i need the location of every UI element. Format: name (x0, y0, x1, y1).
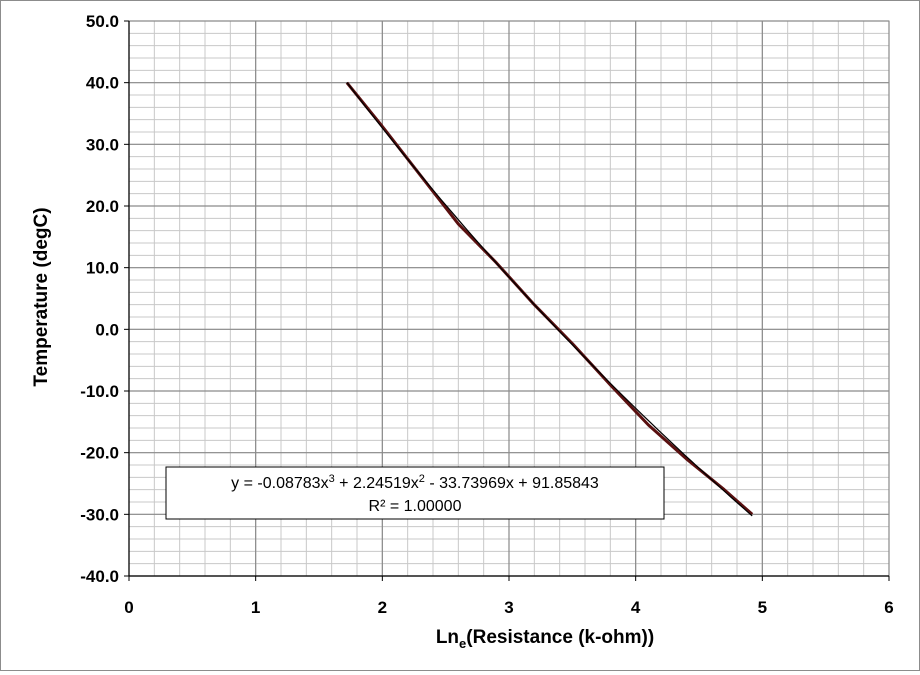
x-axis-title-rest: (Resistance (k-ohm)) (466, 627, 654, 648)
y-tick-label: -10.0 (80, 382, 119, 401)
x-tick-label: 3 (504, 598, 513, 617)
y-tick-label: 30.0 (86, 135, 119, 154)
x-tick-label: 1 (251, 598, 260, 617)
equation-line-1: y = -0.08783x3 + 2.24519x2 - 33.73969x +… (231, 473, 599, 492)
x-tick-label: 6 (884, 598, 893, 617)
y-tick-label: 10.0 (86, 259, 119, 278)
y-tick-label: -40.0 (80, 567, 119, 586)
x-tick-label: 0 (124, 598, 133, 617)
y-axis-title: Temperature (degC) (31, 207, 52, 386)
x-axis-title-subscript: e (459, 636, 466, 651)
y-tick-labels: 50.0 40.0 30.0 20.0 10.0 0.0 -10.0 -20.0 -30.0 -4… (80, 12, 129, 586)
eq-exp-3: 3 (329, 473, 335, 485)
y-tick-label: 50.0 (86, 12, 119, 31)
equation-box-border (165, 466, 665, 520)
series-layer (345, 81, 754, 517)
y-tick-label: -30.0 (80, 505, 119, 524)
eq-part-1: y = -0.08783x (231, 475, 328, 492)
y-tick-label: 20.0 (86, 197, 119, 216)
x-axis-title: Lne(Resistance (k-ohm)) (436, 627, 654, 651)
x-axis-title-main: Ln (436, 627, 459, 648)
equation-line-2: R² = 1.00000 (369, 498, 462, 515)
x-tick-label: 2 (378, 598, 387, 617)
trendline (346, 82, 753, 517)
y-tick-label: -20.0 (80, 444, 119, 463)
eq-part-3: - 33.73969x + 91.85843 (425, 475, 599, 492)
x-tick-labels: 0 1 2 3 4 5 6 (124, 576, 894, 617)
trendline-equation-box: y = -0.08783x3 + 2.24519x2 - 33.73969x +… (165, 466, 665, 520)
x-tick-label: 4 (631, 598, 641, 617)
eq-exp-2: 2 (419, 473, 425, 485)
x-tick-label: 5 (758, 598, 767, 617)
y-tick-label: 40.0 (86, 74, 119, 93)
y-tick-label: 0.0 (95, 320, 119, 339)
eq-part-2: + 2.24519x (335, 475, 419, 492)
